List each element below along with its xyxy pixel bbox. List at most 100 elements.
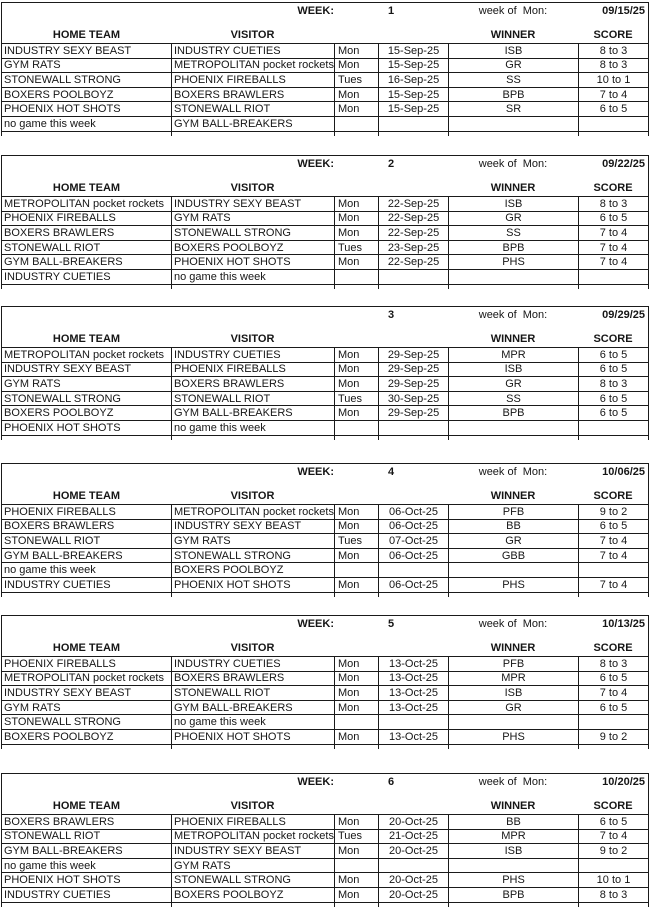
table-bottom-stubs (1, 283, 649, 290)
col-header-score: SCORE (593, 490, 633, 502)
week-of-label: week of Mon: (478, 5, 548, 17)
visitor-cell: METROPOLITAN pocket rockets (171, 504, 334, 519)
col-header-score: SCORE (593, 800, 633, 812)
col-header-home-team: HOME TEAM (52, 490, 121, 502)
score-cell: 7 to 4 (578, 254, 648, 269)
col-header-winner: WINNER (490, 490, 536, 502)
date-cell: 13-Oct-25 (378, 670, 448, 686)
day-cell: Tues (334, 72, 378, 87)
table-row: STONEWALL STRONG PHOENIX FIREBALLS Tues 16-… (2, 72, 648, 87)
week-of-date: 09/29/25 (602, 309, 645, 321)
table-row: GYM BALL-BREAKERS PHOENIX HOT SHOTS Mon 22-… (2, 254, 648, 269)
winner-cell: PHS (448, 728, 578, 744)
winner-cell: ISB (448, 685, 578, 700)
visitor-cell: STONEWALL STRONG (171, 225, 334, 240)
score-cell: 6 to 5 (578, 405, 648, 420)
date-cell: 13-Oct-25 (378, 699, 448, 715)
table-row: PHOENIX HOT SHOTS STONEWALL RIOT Mon 15-Sep… (2, 101, 648, 116)
table-row: STONEWALL RIOT METROPOLITAN pocket rocket… (2, 828, 648, 844)
day-cell: Tues (334, 533, 378, 548)
date-cell: 20-Oct-25 (378, 814, 448, 829)
score-cell: 8 to 3 (578, 57, 648, 73)
col-header-score: SCORE (593, 182, 633, 194)
score-cell: 8 to 3 (578, 43, 648, 58)
day-cell: Mon (334, 728, 378, 744)
home-team-cell: GYM BALL-BREAKERS (2, 254, 171, 269)
visitor-cell: INDUSTRY SEXY BEAST (171, 843, 334, 858)
home-team-cell: no game this week (2, 562, 171, 577)
table-row: STONEWALL RIOT BOXERS POOLBOYZ Tues 23-Sep-… (2, 239, 648, 255)
visitor-cell: PHOENIX HOT SHOTS (171, 576, 334, 592)
col-header-home-team: HOME TEAM (52, 800, 121, 812)
week-title-row: WEEK: 5 week of Mon: 10/13/25 (2, 618, 648, 630)
winner-cell: MPR (448, 828, 578, 844)
date-cell: 13-Oct-25 (378, 656, 448, 671)
home-team-cell: INDUSTRY CUETIES (2, 576, 171, 592)
visitor-cell: GYM RATS (171, 857, 334, 873)
week-of-date: 10/13/25 (602, 618, 645, 630)
day-cell: Mon (334, 814, 378, 829)
date-cell: 22-Sep-25 (378, 196, 448, 211)
day-cell: Mon (334, 57, 378, 73)
week-header: 3 week of Mon: 09/29/25 HOME TEAM VISITO… (2, 309, 648, 347)
visitor-cell: STONEWALL STRONG (171, 547, 334, 563)
winner-cell: BB (448, 518, 578, 534)
winner-cell: BPB (448, 405, 578, 420)
home-team-cell: PHOENIX FIREBALLS (2, 656, 171, 671)
score-cell: 6 to 5 (578, 699, 648, 715)
score-cell: 8 to 3 (578, 656, 648, 671)
col-header-score: SCORE (593, 29, 633, 41)
date-cell: 13-Oct-25 (378, 685, 448, 700)
table-row: PHOENIX FIREBALLS METROPOLITAN pocket roc… (2, 504, 648, 519)
col-header-winner: WINNER (490, 182, 536, 194)
home-team-cell: PHOENIX HOT SHOTS (2, 101, 171, 116)
col-header-visitor: VISITOR (230, 490, 275, 502)
day-cell (334, 857, 378, 873)
score-cell: 9 to 2 (578, 843, 648, 858)
winner-cell: BB (448, 814, 578, 829)
winner-cell: PHS (448, 254, 578, 269)
col-header-winner: WINNER (490, 29, 536, 41)
score-cell: 6 to 5 (578, 670, 648, 686)
date-cell: 13-Oct-25 (378, 728, 448, 744)
home-team-cell: STONEWALL STRONG (2, 390, 171, 406)
col-header-visitor: VISITOR (230, 182, 275, 194)
week-number: 5 (387, 618, 395, 630)
visitor-cell: INDUSTRY CUETIES (171, 656, 334, 671)
home-team-cell: INDUSTRY SEXY BEAST (2, 685, 171, 700)
column-header-row: HOME TEAM VISITOR WINNER SCORE (2, 29, 648, 42)
table-row: METROPOLITAN pocket rockets INDUSTRY CUET… (2, 347, 648, 362)
score-cell: 7 to 4 (578, 547, 648, 563)
week-of-label: week of Mon: (478, 309, 548, 321)
home-team-cell: no game this week (2, 857, 171, 873)
games: BOXERS BRAWLERS PHOENIX FIREBALLS Mon 20-Oc… (2, 814, 648, 902)
games: METROPOLITAN pocket rockets INDUSTRY SEXY… (2, 196, 648, 284)
table-row: INDUSTRY CUETIES no game this week (2, 268, 648, 284)
home-team-cell: METROPOLITAN pocket rockets (2, 670, 171, 686)
week-of-date: 10/20/25 (602, 776, 645, 788)
table-row: GYM RATS GYM BALL-BREAKERS Mon 13-Oct-25 GR 6… (2, 699, 648, 715)
score-cell: 8 to 3 (578, 886, 648, 902)
day-cell: Mon (334, 376, 378, 391)
table-row: BOXERS POOLBOYZ GYM BALL-BREAKERS Mon 29-Se… (2, 405, 648, 420)
week-label: WEEK: (297, 5, 334, 17)
week-of-date: 09/22/25 (602, 158, 645, 170)
day-cell: Mon (334, 210, 378, 226)
day-cell: Mon (334, 699, 378, 715)
visitor-cell: METROPOLITAN pocket rockets (171, 57, 334, 73)
table-row: INDUSTRY CUETIES PHOENIX HOT SHOTS Mon 06-O… (2, 576, 648, 592)
date-cell (378, 268, 448, 284)
home-team-cell: GYM RATS (2, 699, 171, 715)
home-team-cell: BOXERS POOLBOYZ (2, 728, 171, 744)
winner-cell: MPR (448, 670, 578, 686)
day-cell: Mon (334, 361, 378, 377)
home-team-cell: INDUSTRY CUETIES (2, 886, 171, 902)
winner-cell: GR (448, 57, 578, 73)
col-header-home-team: HOME TEAM (52, 182, 121, 194)
home-team-cell: BOXERS BRAWLERS (2, 225, 171, 240)
date-cell: 29-Sep-25 (378, 405, 448, 420)
week-of-date: 09/15/25 (602, 5, 645, 17)
day-cell (334, 562, 378, 577)
date-cell (378, 714, 448, 729)
score-cell (578, 419, 648, 435)
